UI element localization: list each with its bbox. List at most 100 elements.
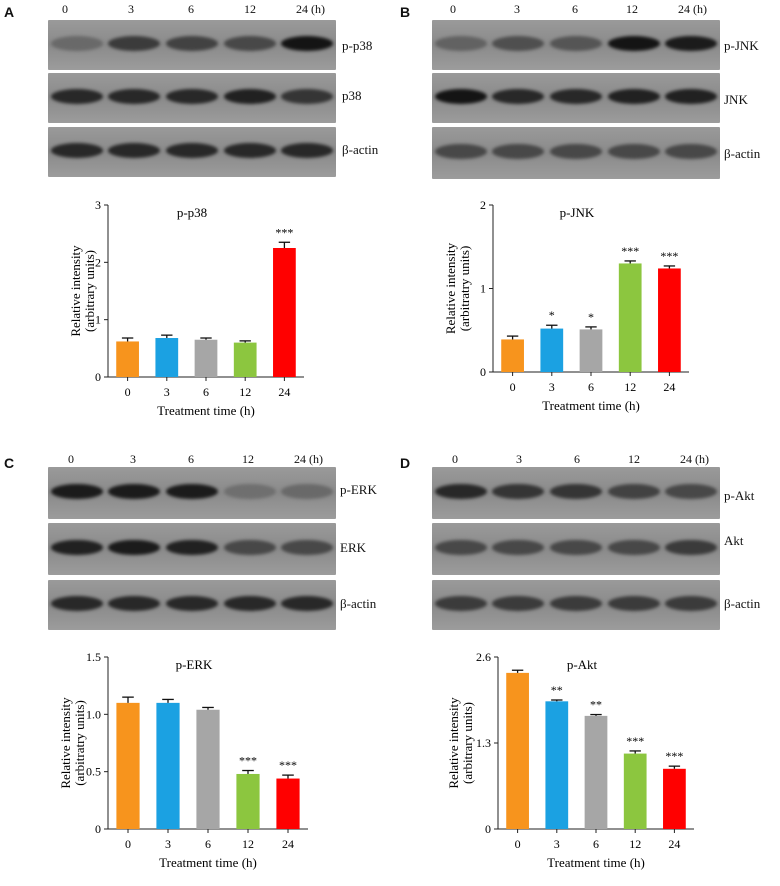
protein-band [166,36,218,51]
blot-label: Akt [724,533,744,548]
panel-letter: A [4,4,15,20]
bar [156,702,180,829]
bar [194,339,218,377]
blot-lane [163,20,221,70]
time-label: 6 [188,2,194,16]
blot-lane [163,467,221,519]
time-label: 12 [626,2,638,16]
y-tick-label: 0 [95,370,101,384]
protein-band [50,483,103,500]
protein-band [281,596,334,611]
bar [506,672,529,829]
blot-lane [605,127,663,179]
blot-lane [432,580,490,630]
protein-band [550,36,602,51]
significance-marker: *** [660,249,678,263]
protein-band [550,596,602,611]
blot-lane [490,467,548,519]
blot-lane [48,580,106,630]
time-label: 0 [62,2,68,16]
blot-lane [106,523,164,575]
protein-band [665,89,718,104]
protein-band [607,36,660,51]
significance-marker: * [588,310,594,324]
protein-band [281,36,334,51]
blot-lane [490,127,548,179]
western-blot-p38 [48,73,336,123]
blot-lane [605,523,663,575]
y-axis-title: Relative intensity [58,697,73,789]
protein-band [434,483,487,500]
blot-lane [163,523,221,575]
blot-label: p-ERK [340,482,377,497]
x-tick-label: 3 [554,837,560,851]
bar [501,339,524,372]
blot-label: p-p38 [342,38,373,53]
time-label: 6 [188,452,194,466]
protein-band [50,143,103,158]
significance-marker: *** [626,734,644,748]
western-blot-beta-actin [48,580,336,630]
x-tick-label: 6 [588,380,594,394]
bar [618,263,642,372]
protein-band [166,143,218,158]
western-blot-p-p38 [48,20,336,70]
blot-lane [547,523,605,575]
x-tick-label: 0 [515,837,521,851]
blot-lane [48,523,106,575]
blot-lane [221,467,279,519]
significance-marker: * [549,308,555,322]
blot-lane [221,73,279,123]
time-label: 3 [128,2,134,16]
significance-marker: *** [239,754,257,768]
blot-lane [48,467,106,519]
y-axis-title: Relative intensity [443,242,458,334]
protein-band [665,483,718,500]
bar [276,778,300,829]
protein-band [50,36,103,51]
bar [545,701,569,829]
blot-lane [278,467,336,519]
y-tick-label: 2.6 [476,650,491,664]
bar [584,715,608,829]
protein-band [223,483,276,500]
panel-letter: D [400,455,411,471]
blot-label: β-actin [340,596,377,611]
blot-lane [490,523,548,575]
bar [540,328,564,372]
protein-band [665,596,718,611]
protein-band [492,539,545,556]
time-label: 3 [516,452,522,466]
x-axis-title: Treatment time (h) [547,855,645,870]
bar [273,248,296,377]
x-axis-title: Treatment time (h) [542,398,640,413]
y-tick-label: 1 [480,282,486,296]
blot-lane [221,523,279,575]
time-label: 24 (h) [680,452,709,466]
blot-lane [662,20,720,70]
y-axis-title: (arbitratry units) [72,700,87,786]
protein-band [492,89,545,104]
blot-lane [432,523,490,575]
blot-label: ERK [340,540,366,555]
protein-band [665,36,718,51]
x-tick-label: 0 [125,837,131,851]
protein-band [434,143,487,160]
x-axis-title: Treatment time (h) [159,855,257,870]
panel-letter: B [400,4,411,20]
blot-lane [662,127,720,179]
western-blot-jnk [432,73,720,123]
blot-label: β-actin [724,596,761,611]
blot-lane [432,20,490,70]
significance-marker: *** [275,225,293,239]
protein-band [281,143,334,158]
blot-lane [662,580,720,630]
protein-band [665,539,718,556]
y-tick-label: 0 [485,822,491,836]
western-blot-p-jnk [432,20,720,70]
western-blot-akt [432,523,720,575]
y-tick-label: 1 [95,313,101,327]
western-blot-beta-actin [48,127,336,177]
